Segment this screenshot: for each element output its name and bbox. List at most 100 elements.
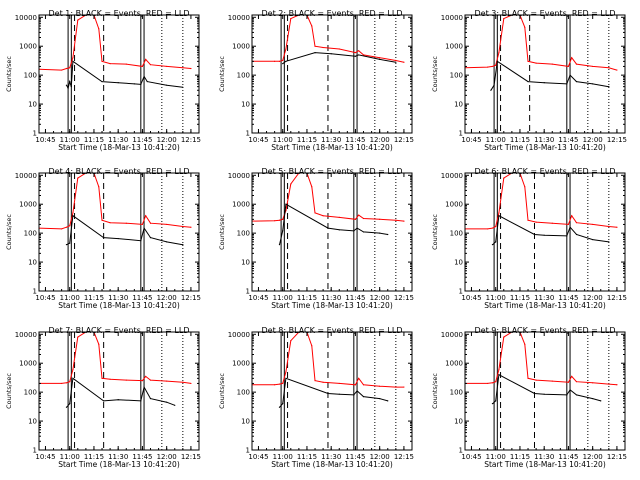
series-group [465,15,618,91]
events-data-point [314,52,316,54]
plot-frame [464,331,626,451]
lld-data-point [109,222,111,224]
events-data-point [387,233,389,236]
events-data-point [166,401,168,403]
events-data-point [140,83,142,85]
lld-data-point [535,62,537,64]
lld-data-point [592,65,594,68]
marker-lines [493,332,610,450]
events-data-point [387,400,389,402]
lld-data-point [487,228,489,230]
panel-6: 1 10 100 1000 10000 10:45 11:00 11:15 11:30 11:45… [431,167,627,310]
lld-data-point [69,67,71,69]
x-tick-label: 10:45 [35,453,55,461]
y-axis-label: Counts/sec [5,214,13,250]
events-data-point [65,244,68,246]
lld-data-point [166,223,168,226]
x-tick-label: 11:15 [510,453,530,461]
y-tick-label: 10000 [441,331,463,339]
y-tick-label: 100 [450,230,463,238]
lld-data-point [358,214,360,216]
lld-data-point [61,382,63,385]
x-tick-label: 11:45 [345,294,365,302]
lld-data-point [551,222,553,224]
events-data-point [282,63,284,65]
lld-data-point [282,382,284,385]
lld-data-point [61,69,63,71]
lld-data-point [491,382,494,384]
events-data-point [67,87,69,89]
events-data-point [103,400,105,402]
lld-data-point [77,336,79,338]
x-axis-label: Start Time (18-Mar-13 10:41:20) [271,460,393,469]
marker-lines [280,332,397,450]
events-data-point [149,237,152,239]
lld-data-point [495,64,497,66]
events-data-point [566,235,568,237]
events-data-point [174,404,176,406]
plot-frame [251,14,413,134]
events-data-point [143,227,145,229]
events-data-point [575,394,578,396]
lld-data-point [551,63,553,65]
y-tick-label: 100 [237,72,250,80]
events-data-point [575,233,578,236]
y-tick-label: 10000 [441,172,463,180]
lld-data-point [535,379,537,381]
y-tick-label: 1 [459,130,463,138]
lld-data-point [125,222,127,224]
series-group [252,15,405,65]
plot-frame [38,172,200,292]
y-tick-label: 10 [454,101,463,109]
lld-data-point [379,385,381,387]
lld-data-point [98,28,100,30]
lld-data-point [524,26,526,28]
marker-lines [280,173,397,291]
events-data-point [285,377,287,379]
y-tick-label: 1000 [445,201,463,209]
events-data-point [72,60,74,62]
lld-data-point [535,221,537,223]
lld-data-point [503,336,505,338]
plot-frame [464,172,626,292]
events-series-line [492,373,601,405]
lld-data-point [403,386,405,388]
events-data-point [493,84,495,86]
events-data-point [146,80,148,83]
y-axis-label: Counts/sec [218,214,226,250]
events-data-point [495,400,497,402]
y-tick-label: 10000 [228,331,250,339]
events-data-point [608,86,610,88]
x-tick-label: 11:45 [132,294,152,302]
lld-data-point [592,382,594,384]
y-tick-label: 10000 [15,331,37,339]
lld-data-point [362,217,365,220]
x-tick-label: 11:30 [534,136,554,144]
events-data-point [592,238,594,241]
x-tick-label: 11:15 [84,294,104,302]
x-tick-label: 10:45 [35,294,55,302]
lld-data-point [571,215,573,217]
lld-data-point [379,218,381,220]
x-tick-label: 11:00 [273,453,293,461]
y-tick-label: 10 [454,259,463,267]
events-data-point [338,393,340,395]
events-data-point [353,230,355,232]
lld-data-point [65,226,68,228]
lld-data-point [314,212,316,214]
y-tick-label: 1 [246,288,250,296]
x-tick-label: 12:00 [583,294,603,302]
panel-2: 1 10 100 1000 10000 10:45 11:00 11:15 11:30 11:45… [218,9,414,152]
y-tick-label: 10000 [15,172,37,180]
lld-data-point [141,380,144,382]
panel-9: 1 10 100 1000 10000 10:45 11:00 11:15 11:30 11:45… [431,326,627,469]
lld-data-point [527,60,529,62]
events-data-point [566,394,568,396]
lld-data-point [527,219,529,221]
x-tick-label: 12:15 [607,453,627,461]
x-tick-label: 12:00 [370,453,390,461]
lld-data-point [61,228,63,230]
events-data-point [498,215,500,217]
lld-data-point [311,345,313,347]
events-data-point [285,203,287,205]
